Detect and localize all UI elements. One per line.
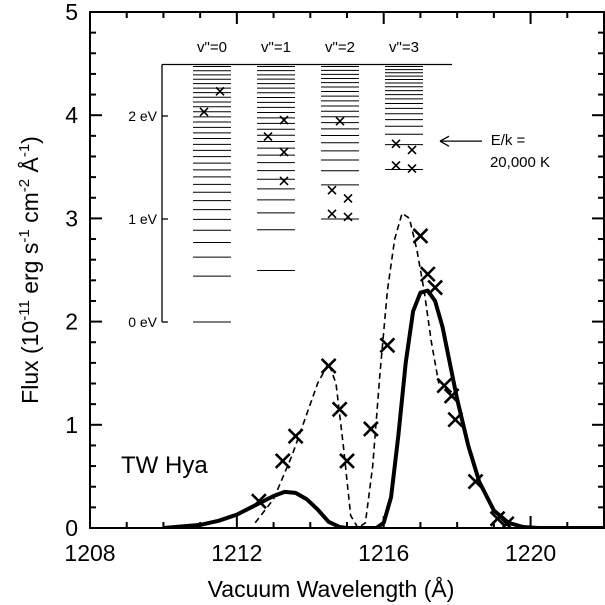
inset-marker [391, 160, 401, 171]
data-point [287, 428, 304, 445]
y-tick-label: 0 [65, 515, 78, 541]
data-point [320, 358, 337, 374]
data-point [331, 401, 348, 418]
inset-marker [327, 185, 337, 195]
inset-marker [279, 176, 289, 186]
energy-annotation-line2: 20,000 K [490, 154, 550, 171]
x-tick-label: 1212 [211, 540, 262, 566]
data-point [436, 377, 453, 394]
data-point [498, 515, 515, 528]
inset-marker [343, 212, 353, 222]
arrow-head [439, 135, 450, 147]
data-point [419, 266, 436, 283]
data-point [250, 493, 267, 510]
inset-marker [343, 193, 353, 203]
inset-marker [263, 132, 273, 142]
inset-column-label: v"=3 [389, 39, 419, 56]
model-curve-dashed [254, 212, 440, 528]
plot-area [163, 212, 604, 528]
object-label: TW Hya [121, 452, 208, 479]
plot-frame [89, 11, 605, 529]
inset-column-label: v"=0 [197, 39, 227, 56]
data-point [447, 411, 464, 428]
inset-y-tick-label: 0 eV [128, 314, 157, 330]
y-tick-label: 5 [65, 0, 78, 25]
x-tick-label: 1208 [64, 540, 115, 566]
data-point [489, 510, 506, 527]
y-tick-label: 3 [65, 205, 78, 231]
inset-marker [407, 163, 417, 174]
inset-marker [279, 147, 289, 157]
energy-level-inset: 0 eV 1 eV 2 eV v"=0 v"=1 v"=2 v"=3 E/k = 20,000 … [128, 39, 550, 330]
inset-marker [407, 145, 417, 155]
observed-profile-line [163, 288, 604, 528]
data-point [467, 473, 484, 490]
data-point [379, 337, 396, 354]
inset-column-label: v"=2 [325, 39, 355, 56]
x-tick-label: 1216 [358, 540, 409, 566]
inset-marker [215, 86, 225, 96]
x-axis-label: Vacuum Wavelength (Å) [208, 575, 455, 602]
inset-marker [279, 115, 289, 125]
inset-column-label: v"=1 [261, 39, 291, 56]
inset-marker [391, 139, 401, 149]
data-point [427, 279, 444, 296]
y-axis-label: Flux (10-11 erg s-1 cm-2 Å-1) [16, 136, 43, 404]
data-point [412, 228, 429, 244]
y-tick-label: 2 [65, 309, 78, 335]
axes: 1208 1212 1216 1220 0 1 2 3 4 5 Flux (10-11 erg s-… [16, 0, 605, 566]
y-tick-label: 4 [65, 102, 78, 128]
data-point [362, 421, 379, 437]
inset-y-tick-label: 2 eV [128, 108, 157, 124]
energy-annotation-line1: E/k = [491, 132, 526, 149]
inset-marker [327, 209, 337, 219]
y-tick-label: 1 [65, 412, 78, 438]
inset-marker [335, 116, 345, 126]
inset-marker [199, 107, 209, 117]
data-point [443, 387, 460, 404]
inset-y-tick-label: 1 eV [128, 211, 157, 227]
data-point [274, 453, 291, 469]
x-tick-label: 1220 [505, 540, 556, 566]
data-point [339, 453, 355, 469]
data-layer [163, 212, 604, 528]
